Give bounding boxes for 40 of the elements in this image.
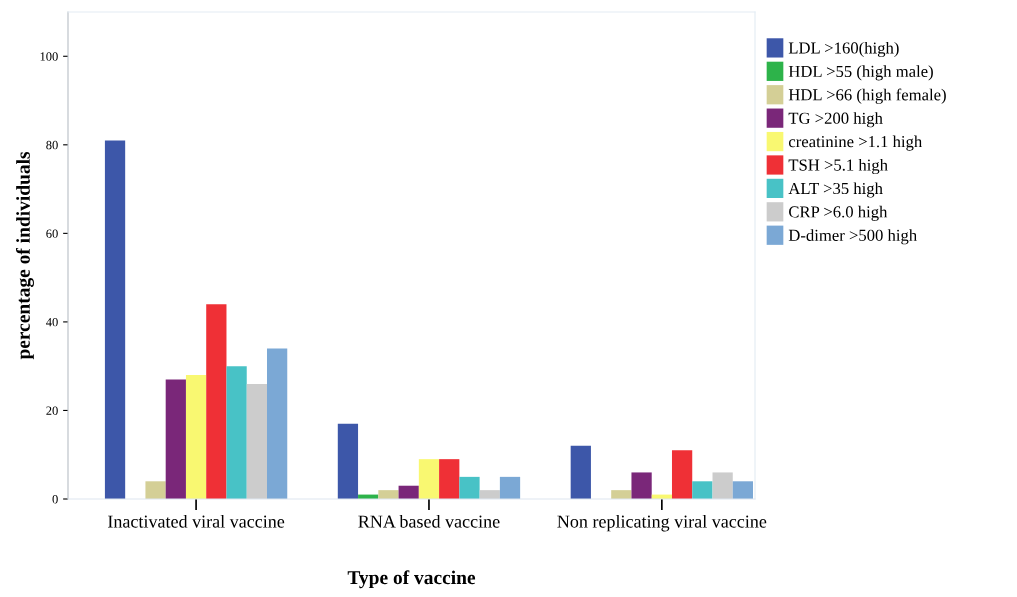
legend-label: HDL >66 (high female) bbox=[788, 88, 946, 104]
legend-label: LDL >160(high) bbox=[788, 41, 899, 58]
y-tick-label: 60 bbox=[46, 229, 58, 238]
legend-label: creatinine >1.1 high bbox=[788, 135, 923, 151]
bar bbox=[671, 450, 693, 499]
bar bbox=[145, 481, 166, 499]
bar bbox=[104, 140, 126, 499]
x-tick-label: RNA based vaccine bbox=[358, 514, 500, 528]
bar bbox=[226, 366, 247, 499]
legend-label: CRP >6.0 high bbox=[789, 205, 888, 221]
y-tick-label: 40 bbox=[46, 317, 58, 327]
bar bbox=[459, 476, 480, 499]
y-axis-title: percentage of individuals bbox=[15, 151, 34, 360]
bar bbox=[378, 490, 399, 499]
bar bbox=[439, 459, 460, 499]
bar bbox=[418, 459, 440, 499]
bar bbox=[570, 445, 591, 499]
bar bbox=[185, 375, 207, 499]
y-tick-label: 20 bbox=[46, 406, 58, 415]
legend-label: TG >200 high bbox=[788, 112, 883, 128]
bar bbox=[732, 481, 754, 499]
x-tick-label: Non replicating viral vaccine bbox=[557, 514, 767, 532]
legend-label: ALT >35 high bbox=[788, 182, 883, 198]
bar bbox=[499, 476, 521, 499]
legend-label: TSH >5.1 high bbox=[788, 158, 888, 175]
x-tick-label: Inactivated viral vaccine bbox=[108, 514, 285, 528]
bar bbox=[337, 423, 359, 499]
bar bbox=[165, 379, 186, 499]
bar bbox=[206, 304, 227, 499]
x-axis-title: Type of vaccine bbox=[347, 570, 476, 589]
bar bbox=[246, 383, 267, 499]
y-tick-label: 80 bbox=[46, 140, 58, 150]
bar bbox=[631, 472, 652, 499]
bar bbox=[692, 481, 713, 499]
y-tick-label: 100 bbox=[40, 52, 58, 61]
y-tick-label: 0 bbox=[52, 495, 58, 504]
legend-label: HDL >55 (high male) bbox=[788, 65, 933, 81]
legend-label: D-dimer >500 high bbox=[788, 229, 917, 245]
bar bbox=[712, 472, 733, 499]
bar bbox=[267, 348, 288, 499]
